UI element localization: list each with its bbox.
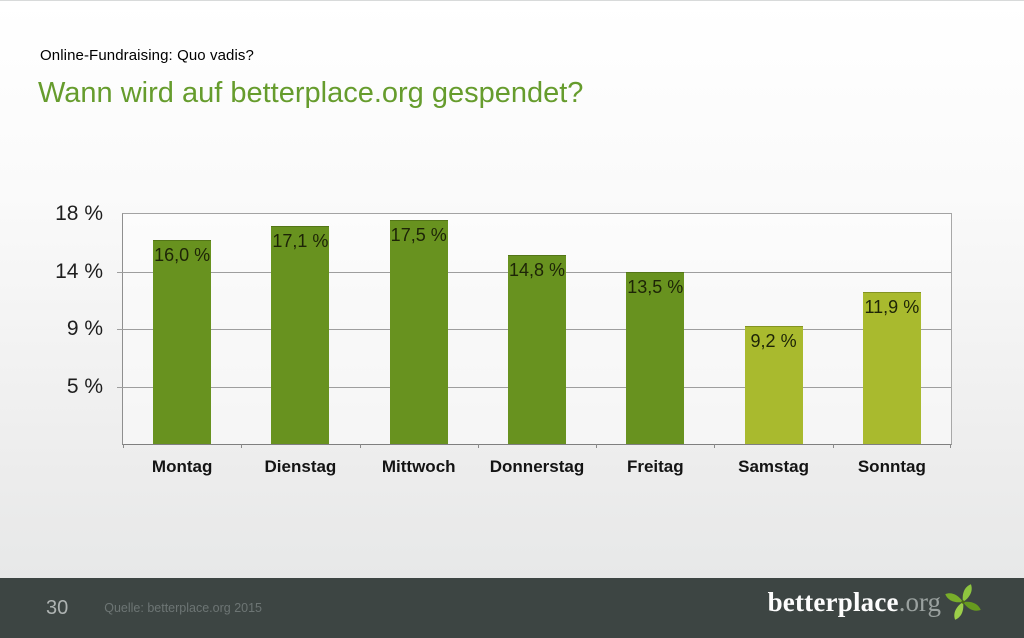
bar-cell-mittwoch: 17,5 % (360, 214, 478, 444)
bar-cell-dienstag: 17,1 % (241, 214, 359, 444)
y-axis-tick-label: 14 % (55, 259, 103, 283)
y-axis-tick-label: 9 % (66, 317, 103, 340)
bar-sonntag: 11,9 % (862, 291, 921, 444)
bar-value-label: 16,0 % (154, 244, 211, 265)
page-number: 30 (46, 596, 69, 619)
x-axis-tick (596, 444, 598, 448)
bar-montag: 16,0 % (153, 239, 212, 444)
bar-value-label: 9,2 % (750, 331, 797, 352)
x-axis-tick (359, 444, 361, 448)
x-axis-tick (241, 444, 243, 448)
x-axis-tick (832, 444, 834, 448)
bar-mittwoch: 17,5 % (389, 220, 448, 444)
slide-kicker: Online-Fundraising: Quo vadis? (40, 47, 254, 64)
bar-donnerstag: 14,8 % (507, 254, 566, 444)
bar-cell-freitag: 13,5 % (596, 214, 714, 444)
bar-cell-montag: 16,0 % (123, 214, 241, 444)
bar-cell-sonntag: 11,9 % (833, 214, 951, 444)
bar-value-label: 11,9 % (864, 296, 920, 317)
bar-chart: 18 % 14 % 9 % 5 % 16,0 % Montag 17,1 % Dienstag… (55, 202, 952, 476)
x-axis-label: Sonntag (857, 457, 926, 476)
bar-value-label: 17,1 % (272, 230, 329, 251)
betterplace-logo: betterplace .org (767, 584, 984, 629)
x-axis-tick (714, 444, 716, 448)
bar-samstag: 9,2 % (744, 326, 803, 444)
x-axis-label: Donnerstag (489, 457, 585, 476)
y-axis-tick-label: 5 % (66, 374, 103, 398)
pinwheel-icon (945, 584, 981, 620)
bar-value-label: 14,8 % (508, 259, 566, 280)
page-title: Wann wird auf betterplace.org gespendet? (38, 77, 584, 109)
source-note: Quelle: betterplace.org 2015 (104, 601, 262, 615)
x-axis-tick (477, 444, 479, 448)
logo-tld: .org (898, 587, 941, 617)
y-axis-tick-label: 18 % (55, 202, 103, 225)
x-axis-label: Samstag (738, 457, 809, 476)
bar-cell-samstag: 9,2 % (714, 214, 832, 444)
footer-bar: 30 Quelle: betterplace.org 2015 betterpl… (0, 578, 1024, 638)
x-axis-label: Freitag (626, 457, 684, 476)
bar-value-label: 17,5 % (390, 225, 447, 246)
x-axis-tick (950, 444, 951, 448)
bar-cell-donnerstag: 14,8 % (478, 214, 596, 444)
x-axis-label: Mittwoch (381, 457, 456, 476)
bar-dienstag: 17,1 % (271, 225, 330, 444)
x-axis-tick (123, 444, 124, 448)
bar-value-label: 13,5 % (627, 276, 684, 297)
x-axis-label: Dienstag (264, 457, 337, 476)
x-axis-label: Montag (151, 457, 213, 476)
logo-wordmark: betterplace (767, 587, 899, 617)
bar-freitag: 13,5 % (626, 271, 685, 444)
